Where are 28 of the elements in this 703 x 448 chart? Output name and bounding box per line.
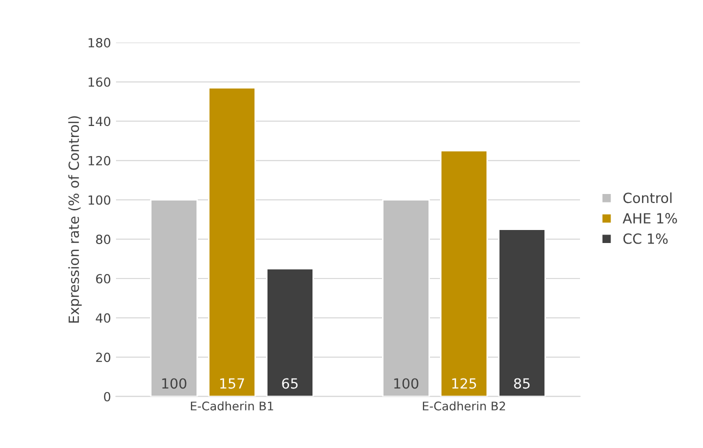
bar [208, 87, 256, 396]
legend-label: AHE 1% [622, 213, 677, 224]
data-label: 100 [162, 378, 186, 389]
bar [440, 150, 488, 396]
y-axis-title: Expression rate (% of Control) [68, 116, 82, 323]
y-tick-label: 0 [104, 392, 110, 402]
data-label: 125 [452, 378, 476, 389]
data-label: 100 [394, 378, 418, 389]
legend-label: CC 1% [623, 233, 668, 244]
y-tick-label: 40 [96, 313, 110, 323]
x-tick-label: E-Cadherin B1 [190, 401, 274, 410]
legend-label: Control [623, 192, 672, 204]
y-tick-label: 100 [88, 195, 110, 205]
data-label: 157 [220, 378, 244, 389]
y-tick-label: 160 [88, 77, 110, 87]
bar [266, 268, 314, 396]
bar [382, 199, 430, 396]
bar [498, 228, 546, 396]
bar [150, 199, 198, 396]
data-label: 65 [282, 378, 298, 389]
y-tick-label: 180 [88, 38, 110, 48]
data-label: 85 [514, 378, 530, 389]
y-tick-label: 20 [96, 352, 110, 362]
y-tick-label: 120 [88, 156, 110, 166]
y-tick-label: 80 [96, 234, 110, 244]
y-tick-label: 60 [96, 274, 110, 284]
y-tick-label: 140 [88, 116, 110, 126]
x-tick-label: E-Cadherin B2 [422, 401, 506, 410]
